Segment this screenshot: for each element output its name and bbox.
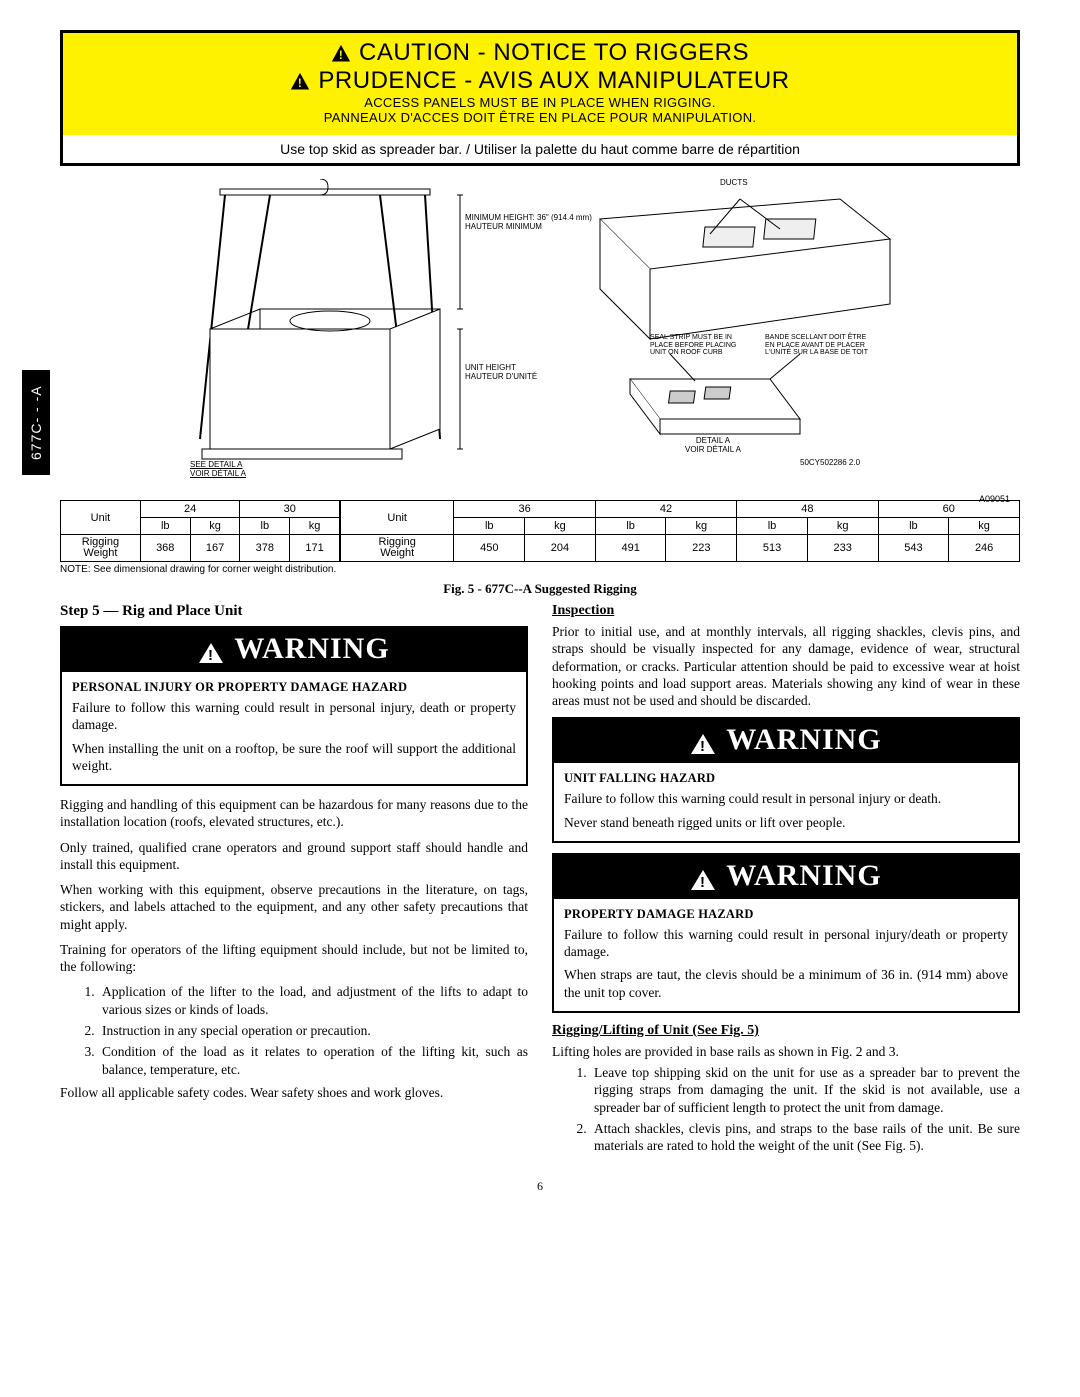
warning-title: PERSONAL INJURY OR PROPERTY DAMAGE HAZAR…	[72, 680, 516, 695]
warning-title: UNIT FALLING HAZARD	[564, 771, 1008, 786]
warning-box-personal-injury: ! WARNING PERSONAL INJURY OR PROPERTY DA…	[60, 626, 528, 786]
body-text: Follow all applicable safety codes. Wear…	[60, 1084, 528, 1101]
detail-a-label: DETAIL A VOIR DÉTAIL A	[685, 437, 741, 455]
warning-text: Failure to follow this warning could res…	[564, 790, 1008, 807]
body-text: Rigging and handling of this equipment c…	[60, 796, 528, 831]
svg-text:!: !	[208, 647, 214, 664]
caution-box: ! CAUTION - NOTICE TO RIGGERS ! PRUDENCE…	[60, 30, 1020, 166]
warning-triangle-icon: !	[290, 72, 310, 90]
body-text: Lifting holes are provided in base rails…	[552, 1043, 1020, 1060]
inspection-heading: Inspection	[552, 603, 1020, 619]
rigging-lifting-heading: Rigging/Lifting of Unit (See Fig. 5)	[552, 1023, 1020, 1039]
diagram-code: A09051	[979, 494, 1010, 504]
body-text: When working with this equipment, observ…	[60, 881, 528, 933]
diagram-ref: 50CY502286 2.0	[800, 459, 860, 468]
caution-sub-en: ACCESS PANELS MUST BE IN PLACE WHEN RIGG…	[73, 95, 1007, 110]
warning-title: PROPERTY DAMAGE HAZARD	[564, 907, 1008, 922]
seal-en-label: SEAL STRIP MUST BE IN PLACE BEFORE PLACI…	[650, 334, 760, 357]
list-item: Application of the lifter to the load, a…	[98, 983, 528, 1018]
warning-triangle-icon: !	[690, 729, 716, 751]
weight-tables: Unit 24 30 lbkg lbkg Rigging Weight 3681…	[60, 500, 1020, 562]
svg-text:!: !	[700, 738, 706, 755]
rigging-list: Leave top shipping skid on the unit for …	[590, 1064, 1020, 1154]
warning-text: Failure to follow this warning could res…	[564, 926, 1008, 961]
ducts-label: DUCTS	[720, 179, 748, 188]
body-text: Only trained, qualified crane operators …	[60, 839, 528, 874]
caution-line-en: ! CAUTION - NOTICE TO RIGGERS	[73, 39, 1007, 67]
warning-triangle-icon: !	[331, 44, 351, 62]
list-item: Leave top shipping skid on the unit for …	[590, 1064, 1020, 1116]
see-detail-label: SEE DETAIL A VOIR DÉTAIL A	[190, 461, 246, 479]
svg-text:!: !	[339, 49, 343, 62]
list-item: Condition of the load as it relates to o…	[98, 1043, 528, 1078]
page-number: 6	[60, 1179, 1020, 1194]
left-column: Step 5 — Rig and Place Unit ! WARNING PE…	[60, 603, 528, 1159]
warning-box-property-damage: ! WARNING PROPERTY DAMAGE HAZARD Failure…	[552, 853, 1020, 1013]
list-item: Attach shackles, clevis pins, and straps…	[590, 1120, 1020, 1155]
right-column: Inspection Prior to initial use, and at …	[552, 603, 1020, 1159]
list-item: Instruction in any special operation or …	[98, 1022, 528, 1039]
weight-table-1: Unit 24 30 lbkg lbkg Rigging Weight 3681…	[60, 500, 340, 562]
warning-banner: ! WARNING	[62, 628, 526, 672]
warning-text: Failure to follow this warning could res…	[72, 699, 516, 734]
training-list: Application of the lifter to the load, a…	[98, 983, 528, 1077]
warning-triangle-icon: !	[690, 865, 716, 887]
seal-fr-label: BANDE SCELLANT DOIT ÊTRE EN PLACE AVANT …	[765, 334, 905, 357]
caution-line-fr: ! PRUDENCE - AVIS AUX MANIPULATEUR	[73, 67, 1007, 95]
body-text: Prior to initial use, and at monthly int…	[552, 623, 1020, 709]
svg-text:!: !	[700, 874, 706, 891]
caution-spreader-note: Use top skid as spreader bar. / Utiliser…	[63, 135, 1017, 163]
warning-text: When straps are taut, the clevis should …	[564, 966, 1008, 1001]
warning-text: When installing the unit on a rooftop, b…	[72, 740, 516, 775]
warning-banner: ! WARNING	[554, 719, 1018, 763]
warning-banner: ! WARNING	[554, 855, 1018, 899]
warning-text: Never stand beneath rigged units or lift…	[564, 814, 1008, 831]
step-5-heading: Step 5 — Rig and Place Unit	[60, 603, 528, 620]
side-model-tab: 677C- - -A	[22, 370, 50, 475]
caution-sub-fr: PANNEAUX D'ACCES DOIT ÊTRE EN PLACE POUR…	[73, 110, 1007, 125]
figure-caption: Fig. 5 - 677C--A Suggested Rigging	[60, 581, 1020, 597]
svg-text:!: !	[298, 77, 302, 90]
weight-note: NOTE: See dimensional drawing for corner…	[60, 564, 1020, 575]
warning-triangle-icon: !	[198, 638, 224, 660]
rigging-diagram: MINIMUM HEIGHT: 36" (914.4 mm) HAUTEUR M…	[60, 174, 1020, 494]
weight-table-2: Unit 36 42 48 60 lbkg lbkg lbkg lbkg Rig…	[340, 500, 1020, 562]
body-text: Training for operators of the lifting eq…	[60, 941, 528, 976]
warning-box-unit-falling: ! WARNING UNIT FALLING HAZARD Failure to…	[552, 717, 1020, 843]
